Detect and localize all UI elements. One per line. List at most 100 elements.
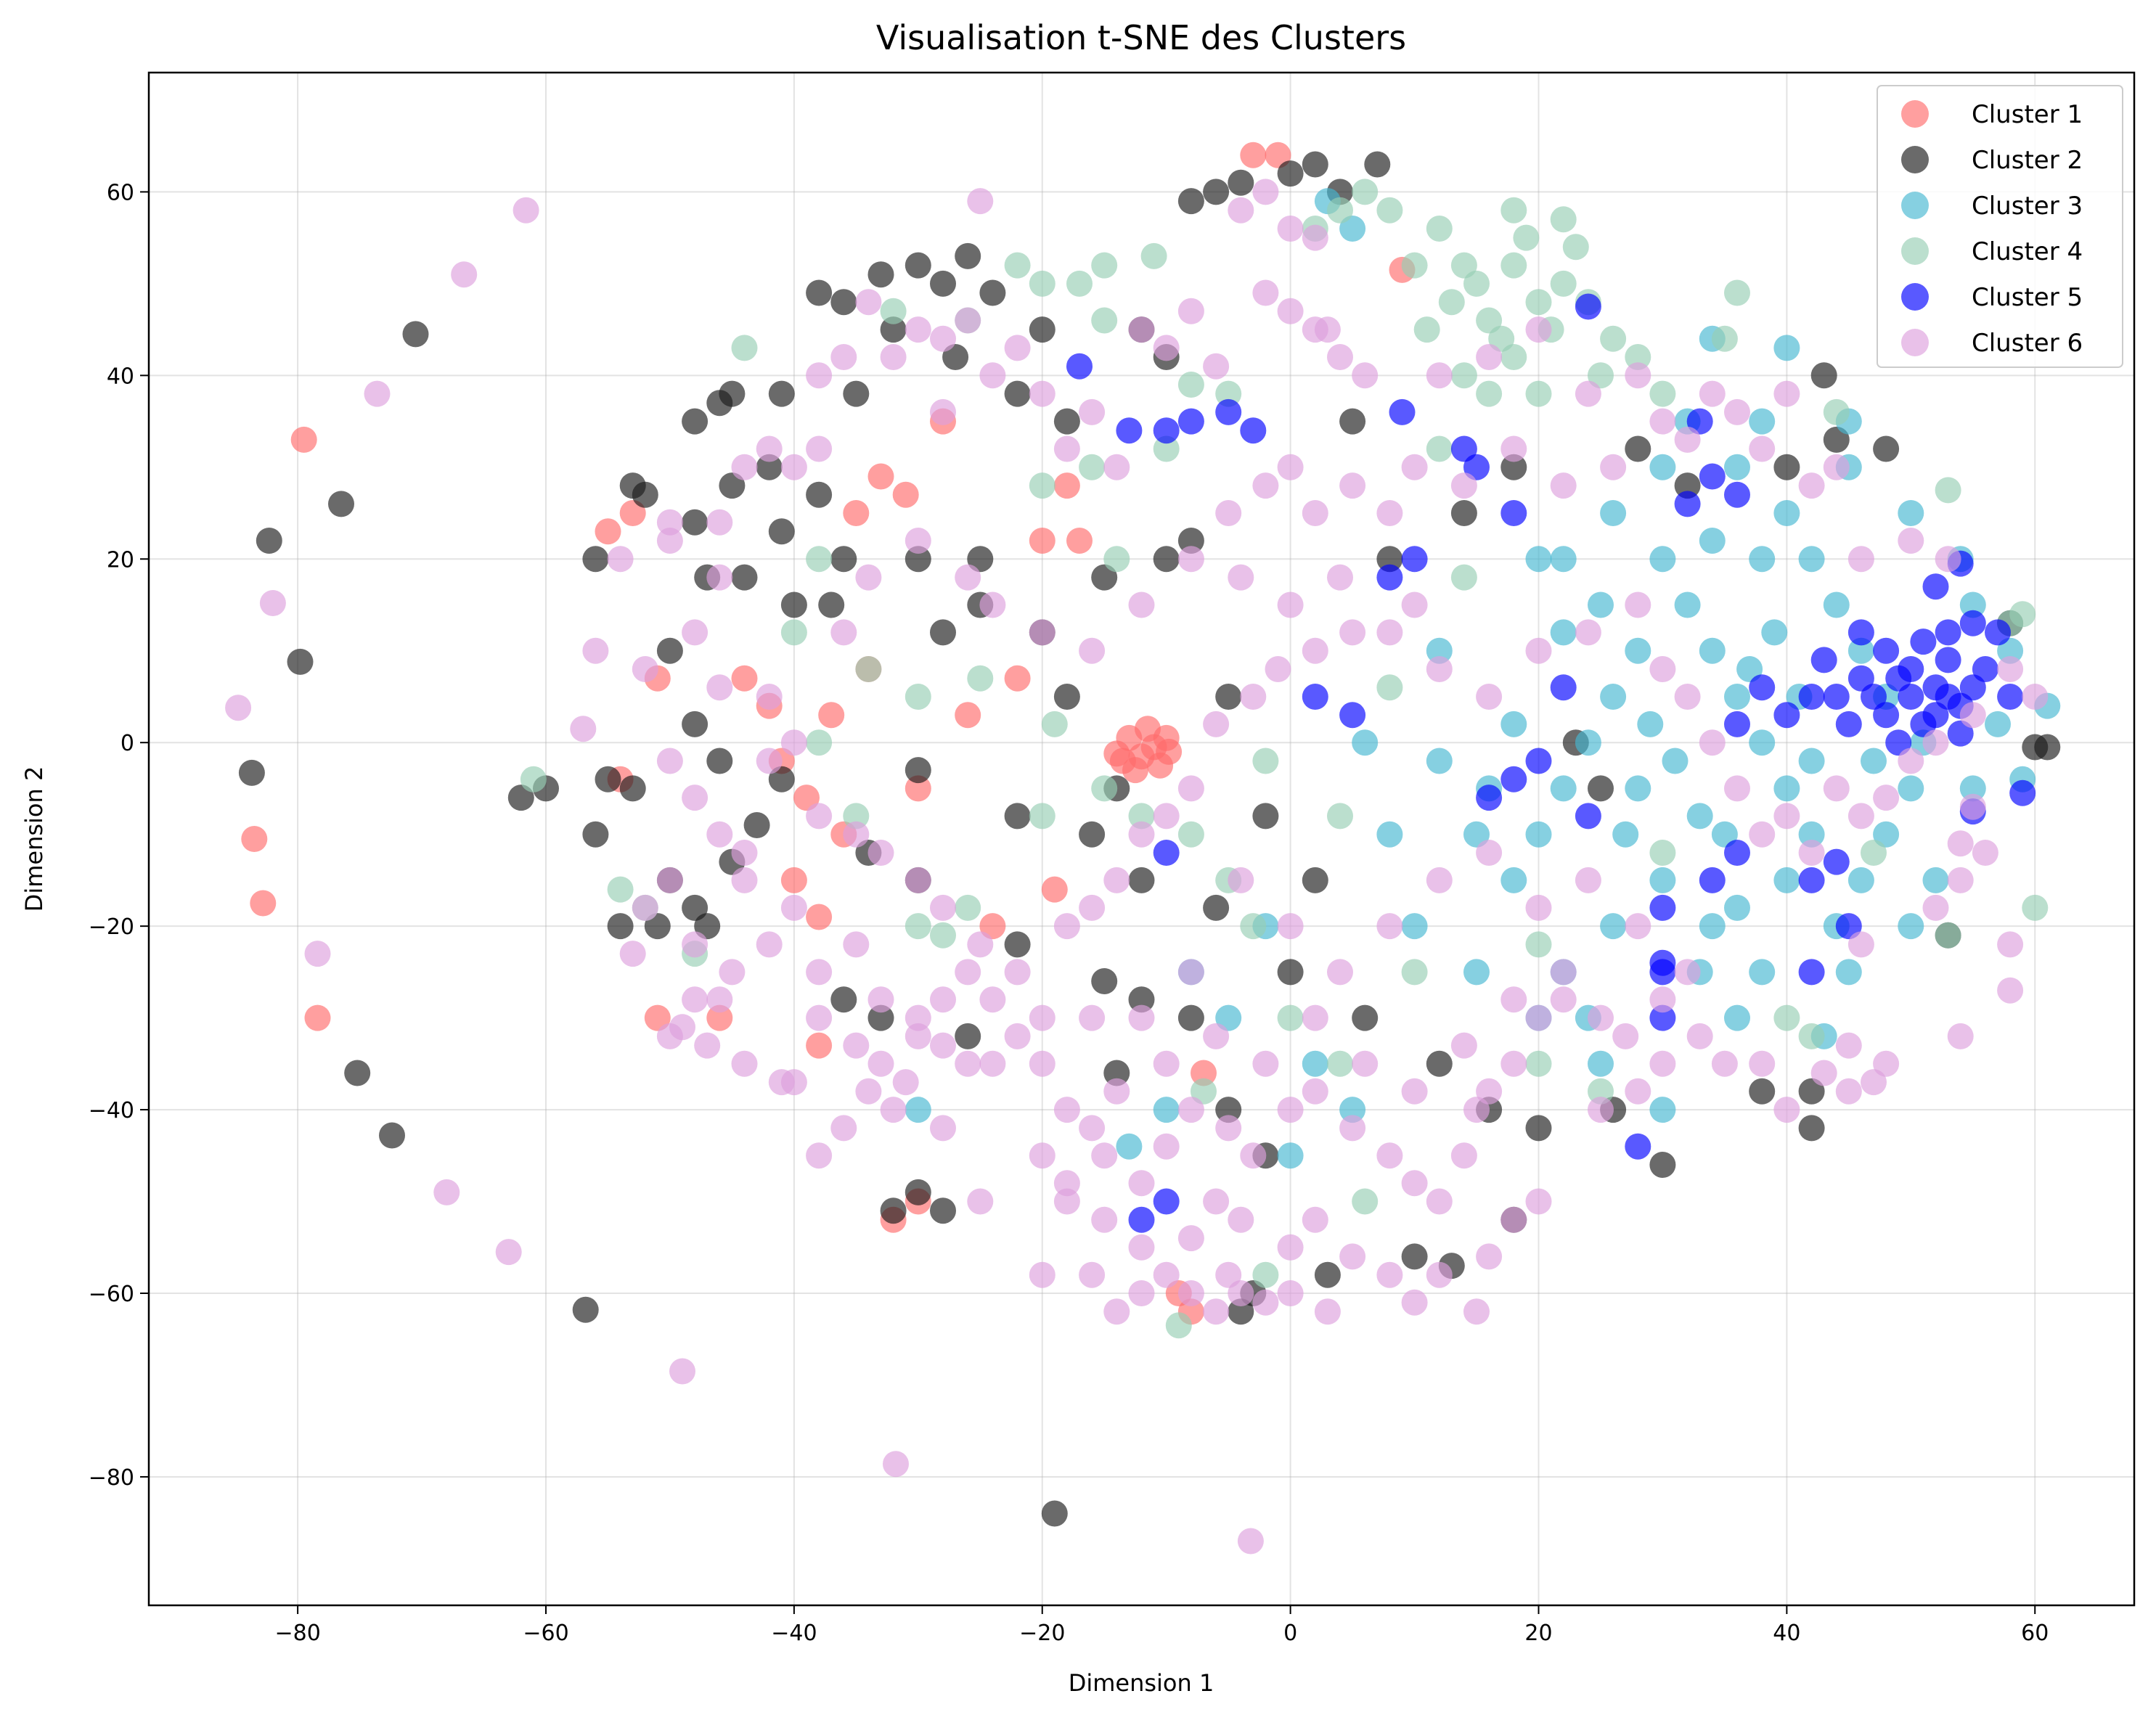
scatter-point [1724,481,1750,508]
scatter-point [1674,491,1701,517]
scatter-point [1091,968,1118,994]
scatter-point [1625,1078,1651,1105]
scatter-point [1985,619,2011,646]
scatter-point [1625,344,1651,370]
scatter-point [1550,775,1577,802]
scatter-point [905,252,931,279]
scatter-point [1053,1188,1080,1215]
scatter-point [1277,591,1304,618]
scatter-point [1302,1078,1328,1105]
scatter-point [1191,1078,1217,1105]
scatter-point [1066,270,1093,297]
scatter-point [1898,913,1924,940]
scatter-point [1835,959,1862,986]
scatter-point [1550,986,1577,1013]
scatter-point [930,398,956,425]
scatter-point [1376,564,1403,591]
scatter-point [1203,1298,1230,1325]
scatter-point [905,775,931,802]
scatter-point [768,380,795,407]
scatter-point [1749,408,1776,435]
scatter-point [1339,702,1366,729]
scatter-point [656,867,683,893]
scatter-point [806,279,833,306]
scatter-point [1625,1133,1651,1160]
x-tick-label: 0 [1283,1621,1297,1646]
scatter-point [1711,325,1738,352]
x-tick-label: −80 [274,1621,320,1646]
scatter-point [967,665,994,692]
scatter-point [1463,959,1490,986]
scatter-point [1500,766,1527,793]
scatter-point [1835,913,1862,940]
x-tick-label: −20 [1019,1621,1065,1646]
scatter-point [656,528,683,554]
scatter-point [1426,867,1453,893]
scatter-point [806,481,833,508]
scatter-point [656,748,683,774]
scatter-point [1450,1142,1477,1169]
scatter-point [1649,840,1676,866]
scatter-point [955,242,981,269]
scatter-point [1476,1078,1503,1105]
scatter-point [1847,665,1874,692]
scatter-point [1004,665,1031,692]
scatter-point [1922,729,1949,756]
scatter-point [1959,674,1986,701]
scatter-point [1699,463,1726,490]
scatter-point [1575,729,1601,756]
scatter-point [1277,1234,1304,1261]
series-cluster-2 [238,151,2061,1527]
scatter-point [806,1004,833,1031]
scatter-point [768,766,795,793]
scatter-point [979,362,1006,389]
scatter-point [1922,867,1949,893]
scatter-point [1029,1004,1055,1031]
scatter-point [955,702,981,729]
scatter-point [1600,913,1627,940]
scatter-point [830,1115,857,1142]
scatter-point [1588,1050,1614,1077]
scatter-point [1215,1115,1242,1142]
scatter-point [1376,1261,1403,1288]
scatter-point [1203,1023,1230,1049]
scatter-point [1810,362,1837,389]
scatter-point [1426,1188,1453,1215]
scatter-point [1041,876,1068,903]
scatter-point [1649,1152,1676,1178]
scatter-point [656,1023,683,1049]
scatter-point [1177,1225,1204,1252]
scatter-point [905,528,931,554]
scatter-point [1438,289,1465,316]
scatter-point [1103,867,1130,893]
scatter-point [1847,803,1874,830]
scatter-point [1798,1023,1825,1049]
scatter-point [1277,913,1304,940]
scatter-point [1550,619,1577,646]
scatter-point [1823,398,1850,425]
scatter-point [1873,1050,1900,1077]
scatter-point [1935,922,1961,949]
scatter-point [1724,684,1750,710]
scatter-point [1898,528,1924,554]
scatter-point [1228,867,1254,893]
scatter-point [1041,710,1068,737]
scatter-point [1686,803,1713,830]
scatter-point [1773,335,1800,361]
scatter-point [364,380,391,407]
scatter-point [1029,528,1055,554]
scatter-point [1922,894,1949,921]
scatter-point [1798,684,1825,710]
scatter-point [1935,546,1961,573]
scatter-point [1649,546,1676,573]
scatter-point [1798,1078,1825,1105]
scatter-point [632,656,658,682]
scatter-point [1525,1050,1552,1077]
scatter-point [1339,1097,1366,1123]
scatter-point [1252,1261,1279,1288]
scatter-point [1376,546,1403,573]
scatter-point [1153,724,1180,751]
scatter-point [1426,637,1453,664]
scatter-point [1252,279,1279,306]
scatter-point [1600,325,1627,352]
